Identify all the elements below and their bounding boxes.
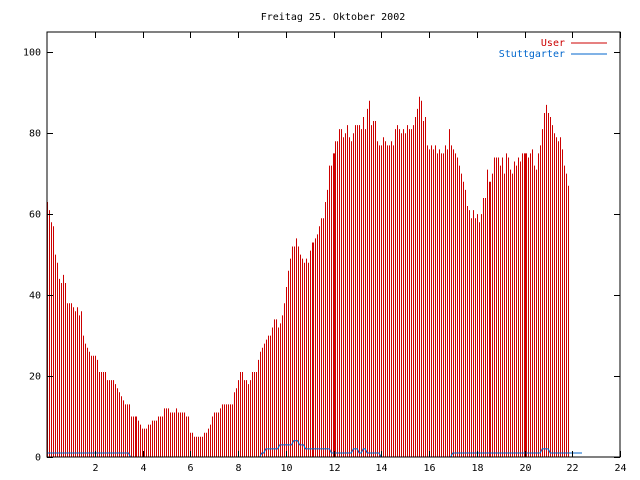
y-tick-label: 40 bbox=[29, 291, 41, 302]
x-tick-label: 18 bbox=[471, 463, 483, 474]
x-tick-label: 8 bbox=[235, 463, 241, 474]
y-tick-label: 20 bbox=[29, 372, 41, 383]
x-tick-label: 6 bbox=[187, 463, 193, 474]
x-tick-label: 16 bbox=[423, 463, 435, 474]
y-tick-label: 80 bbox=[29, 129, 41, 140]
x-tick-label: 10 bbox=[280, 463, 292, 474]
plot-frame bbox=[46, 31, 621, 458]
y-tick-label: 0 bbox=[35, 453, 41, 464]
y-tick-label: 100 bbox=[23, 48, 41, 59]
y-tick-label: 60 bbox=[29, 210, 41, 221]
legend-label-stuttgarter: Stuttgarter bbox=[499, 49, 565, 60]
x-tick-label: 14 bbox=[375, 463, 387, 474]
chart-title: Freitag 25. Oktober 2002 bbox=[261, 12, 406, 23]
x-tick-label: 22 bbox=[566, 463, 578, 474]
x-tick-label: 24 bbox=[614, 463, 626, 474]
x-axis: 2 4 6 8 10 12 14 16 18 20 22 24 bbox=[92, 32, 627, 474]
y-axis: 0 20 40 60 80 100 bbox=[23, 48, 620, 464]
legend: User Stuttgarter bbox=[499, 38, 607, 60]
legend-label-user: User bbox=[541, 38, 565, 49]
user-bars bbox=[47, 96, 569, 457]
highlight-marks bbox=[333, 153, 527, 457]
x-tick-label: 12 bbox=[328, 463, 340, 474]
x-tick-label: 4 bbox=[140, 463, 146, 474]
x-tick-label: 20 bbox=[519, 463, 531, 474]
x-tick-label: 2 bbox=[92, 463, 98, 474]
